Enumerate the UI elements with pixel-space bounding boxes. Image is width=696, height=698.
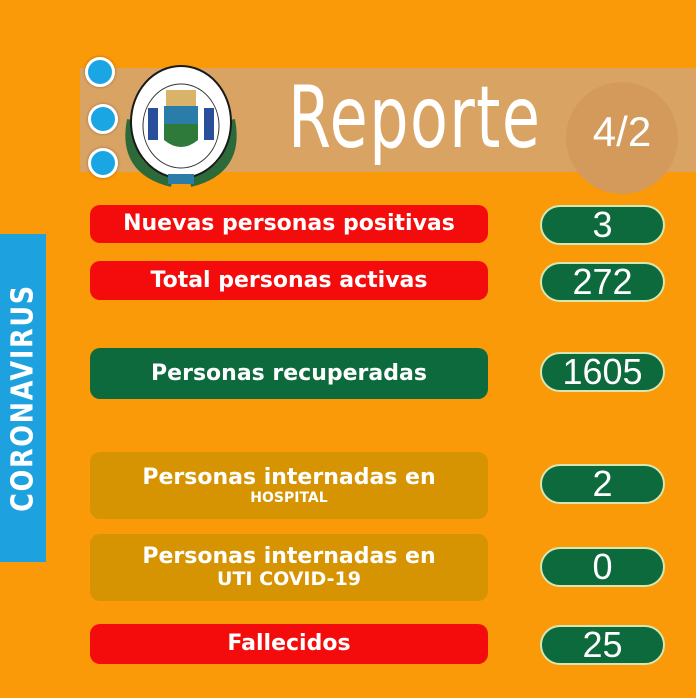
value-active: 272 bbox=[540, 262, 665, 302]
row-label-icu: Personas internadas en UTI COVID-19 bbox=[90, 534, 488, 601]
decorative-dot bbox=[88, 148, 118, 178]
value-new-positives: 3 bbox=[540, 205, 665, 245]
value-deaths: 25 bbox=[540, 625, 665, 665]
row-label-hospital: Personas internadas en HOSPITAL bbox=[90, 452, 488, 519]
decorative-dot bbox=[85, 57, 115, 87]
date-circle bbox=[566, 82, 678, 194]
row-label-new-positives: Nuevas personas positivas bbox=[90, 205, 488, 243]
row-label-deaths: Fallecidos bbox=[90, 624, 488, 664]
value-recovered: 1605 bbox=[540, 352, 665, 392]
side-label: CORONAVIRUS bbox=[5, 284, 41, 512]
municipality-logo bbox=[125, 65, 237, 187]
decorative-dot bbox=[88, 104, 118, 134]
report-date: 4/2 bbox=[592, 108, 652, 155]
value-hospital: 2 bbox=[540, 464, 665, 504]
row-label-recovered: Personas recuperadas bbox=[90, 348, 488, 399]
report-title: Reporte bbox=[288, 68, 542, 168]
value-icu: 0 bbox=[540, 547, 665, 587]
coronavirus-side-banner: CORONAVIRUS bbox=[0, 234, 46, 562]
row-label-active: Total personas activas bbox=[90, 261, 488, 300]
